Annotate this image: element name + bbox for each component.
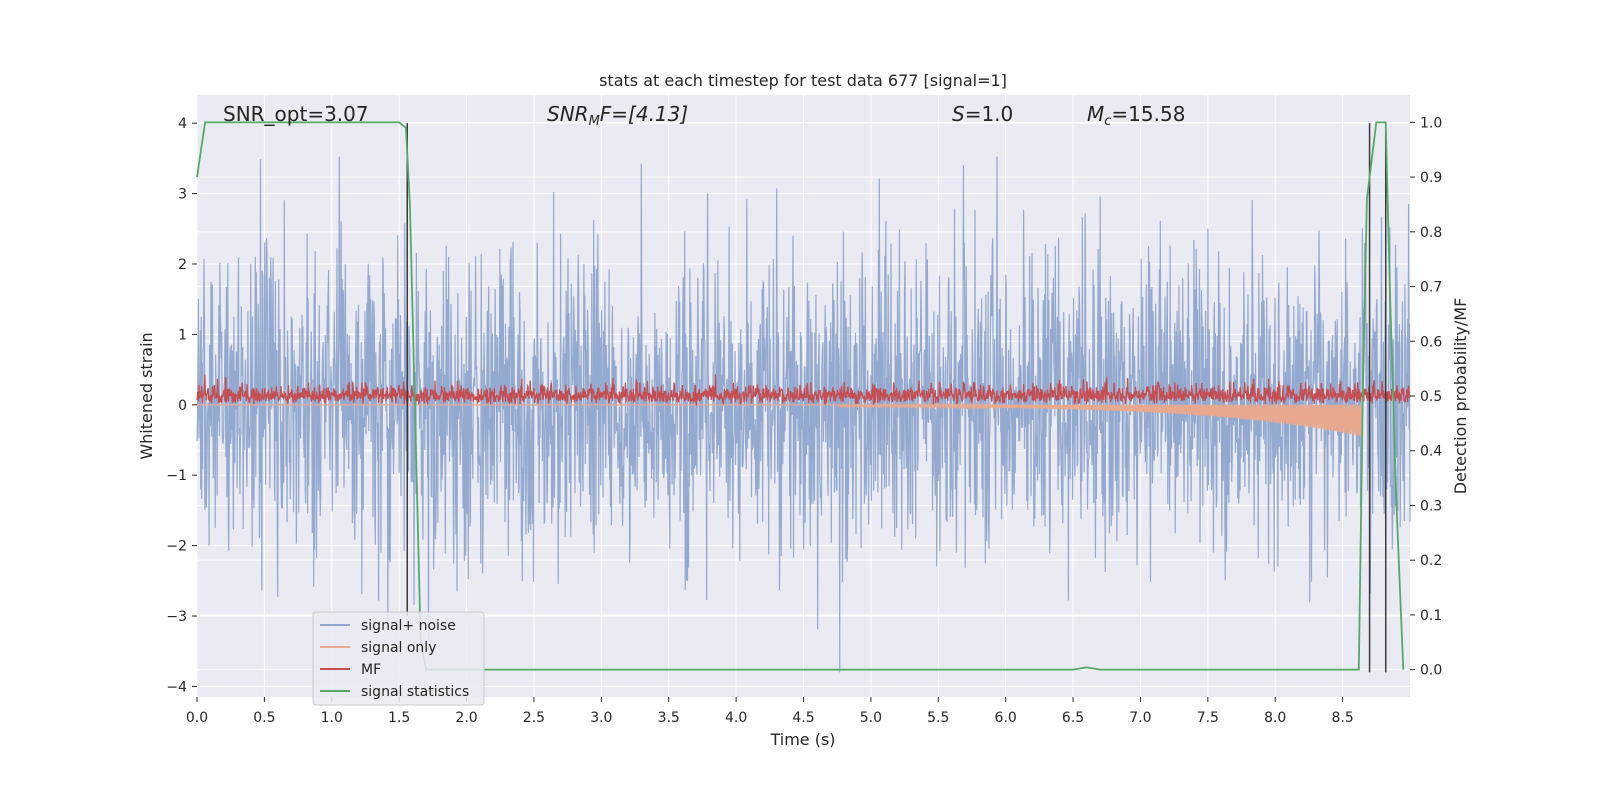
signal-only-line	[196, 402, 1364, 437]
x-tick-label: 0.0	[186, 710, 208, 726]
x-tick-label: 1.0	[321, 710, 343, 726]
y-tick-label-left: −1	[166, 468, 187, 484]
x-tick-label: 2.0	[455, 710, 477, 726]
y-tick-label-left: −4	[166, 679, 187, 695]
x-tick-label: 7.0	[1129, 710, 1151, 726]
y-axis-label-left: Whitened strain	[137, 332, 156, 459]
y-tick-label-right: 0.2	[1420, 553, 1442, 569]
y-tick-label-left: −3	[166, 609, 187, 625]
y-tick-label-left: 2	[178, 257, 187, 273]
y-tick-label-left: 0	[178, 398, 187, 414]
y-tick-label-right: 0.1	[1420, 608, 1442, 624]
y-tick-label-left: 3	[178, 187, 187, 203]
x-tick-label: 8.5	[1331, 710, 1353, 726]
x-tick-label: 5.0	[860, 710, 882, 726]
y-tick-label-left: 1	[178, 327, 187, 343]
signal-noise-line	[196, 156, 1411, 673]
x-tick-label: 4.5	[792, 710, 814, 726]
x-tick-label: 4.0	[725, 710, 747, 726]
y-tick-label-right: 0.5	[1420, 389, 1442, 405]
axes: 0.0 0.5 1.0 1.5 2.0 2.5 3.0 3.5 4.0 4.5 5.0 5.5 6.0 6…	[166, 115, 1442, 726]
legend-label-signal-noise: signal+ noise	[361, 618, 456, 634]
annotation-snr-mf: SNRMF=[4.13]	[547, 102, 688, 129]
annotation-snr-opt: SNR_opt=3.07	[223, 102, 369, 126]
mf-line	[196, 374, 1411, 407]
y-tick-label-right: 0.7	[1420, 280, 1442, 296]
legend-label-signal-statistics: signal statistics	[361, 684, 469, 700]
y-tick-label-right: 0.4	[1420, 444, 1442, 460]
y-tick-label-right: 0.3	[1420, 498, 1442, 514]
x-tick-label: 6.5	[1062, 710, 1084, 726]
x-tick-label: 8.0	[1264, 710, 1286, 726]
x-axis-label: Time (s)	[769, 730, 835, 749]
x-tick-label: 5.5	[927, 710, 949, 726]
y-tick-label-right: 0.6	[1420, 334, 1442, 350]
y-tick-label-right: 0.9	[1420, 170, 1442, 186]
legend-box	[312, 611, 485, 706]
x-tick-label: 1.5	[388, 710, 410, 726]
y-tick-label-left: 4	[178, 116, 187, 132]
x-tick-label: 6.0	[995, 710, 1017, 726]
x-tick-label: 3.0	[590, 710, 612, 726]
y-tick-label-right: 0.8	[1420, 225, 1442, 241]
y-tick-label-right: 1.0	[1420, 115, 1442, 131]
y-tick-label-left: −2	[166, 539, 187, 555]
plot-data	[196, 121, 1411, 673]
x-tick-label: 3.5	[658, 710, 680, 726]
x-tick-label: 7.5	[1197, 710, 1219, 726]
annotation-mc: Mc=15.58	[1087, 102, 1185, 129]
x-tick-label: 0.5	[253, 710, 275, 726]
annotation-s: S=1.0	[952, 102, 1013, 126]
x-tick-label: 2.5	[523, 710, 545, 726]
legend-label-mf: MF	[361, 662, 381, 678]
legend: signal+ noise signal only MF signal stat…	[312, 611, 485, 706]
signal-statistics-line	[196, 121, 1405, 671]
y-tick-label-right: 0.0	[1420, 663, 1442, 679]
y-axis-label-right: Detection probability/MF	[1451, 298, 1470, 495]
chart-title: stats at each timestep for test data 677…	[599, 71, 1007, 90]
legend-label-signal-only: signal only	[361, 640, 436, 656]
